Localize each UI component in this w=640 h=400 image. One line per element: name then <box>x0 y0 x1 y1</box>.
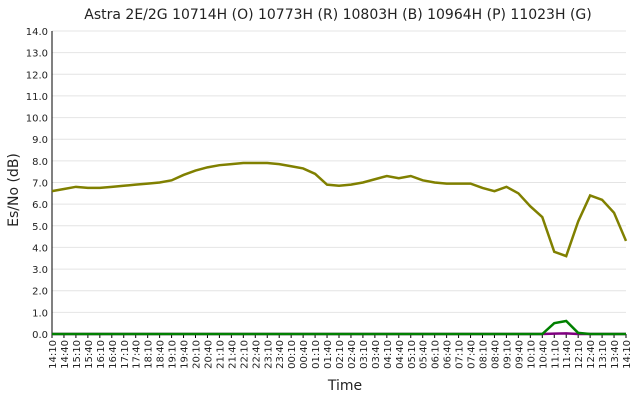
x-tick-label: 17:10 <box>120 340 131 369</box>
y-tick-label: 11.0 <box>26 92 48 103</box>
y-tick-label: 10.0 <box>26 114 48 125</box>
x-tick-label: 00:40 <box>299 340 310 369</box>
x-tick-label: 13:10 <box>598 340 609 369</box>
x-tick-label: 14:10 <box>622 340 633 369</box>
x-tick-label: 08:10 <box>479 340 490 369</box>
x-tick-label: 16:10 <box>96 340 107 369</box>
y-tick-label: 13.0 <box>26 49 48 60</box>
x-tick-label: 02:40 <box>347 340 358 369</box>
x-tick-label: 15:10 <box>72 340 83 369</box>
x-tick-label: 09:10 <box>502 340 513 369</box>
x-tick-label: 03:40 <box>371 340 382 369</box>
x-tick-label: 06:40 <box>443 340 454 369</box>
series-line <box>52 319 626 336</box>
x-tick-label: 23:40 <box>275 340 286 369</box>
y-tick-label: 12.0 <box>26 70 48 81</box>
x-tick-label: 17:40 <box>132 340 143 369</box>
y-tick-label: 8.0 <box>32 157 48 168</box>
x-tick-label: 10:10 <box>526 340 537 369</box>
x-tick-label: 18:40 <box>156 340 167 369</box>
x-tick-label: 20:40 <box>203 340 214 369</box>
y-tick-label: 0.0 <box>32 330 48 341</box>
x-tick-label: 05:40 <box>419 340 430 369</box>
x-tick-label: 15:40 <box>84 340 95 369</box>
chart-title: Astra 2E/2G 10714H (O) 10773H (R) 10803H… <box>84 7 591 23</box>
x-tick-label: 19:10 <box>168 340 179 369</box>
x-tick-label: 05:10 <box>407 340 418 369</box>
x-tick-label: 21:40 <box>227 340 238 369</box>
x-tick-label: 14:40 <box>60 340 71 369</box>
x-tick-label: 00:10 <box>287 340 298 369</box>
x-tick-label: 23:10 <box>263 340 274 369</box>
x-tick-label: 11:10 <box>550 340 561 369</box>
x-tick-label: 22:10 <box>239 340 250 369</box>
x-tick-label: 19:40 <box>180 340 191 369</box>
y-tick-label: 7.0 <box>32 179 48 190</box>
x-tick-label: 16:40 <box>108 340 119 369</box>
y-tick-label: 6.0 <box>32 200 48 211</box>
y-tick-label: 3.0 <box>32 265 48 276</box>
x-tick-label: 21:10 <box>215 340 226 369</box>
x-tick-label: 14:10 <box>48 340 59 369</box>
x-tick-label: 13:40 <box>610 340 621 369</box>
y-tick-label: 1.0 <box>32 308 48 319</box>
x-axis-label: Time <box>327 378 362 394</box>
x-tick-label: 04:40 <box>395 340 406 369</box>
y-tick-label: 9.0 <box>32 135 48 146</box>
x-tick-label: 08:40 <box>490 340 501 369</box>
y-tick-label: 14.0 <box>26 27 48 38</box>
x-tick-label: 11:40 <box>562 340 573 369</box>
y-axis-label: Es/No (dB) <box>6 153 22 227</box>
y-tick-label: 2.0 <box>32 287 48 298</box>
x-tick-label: 04:10 <box>383 340 394 369</box>
x-tick-label: 18:10 <box>144 340 155 369</box>
x-tick-label: 02:10 <box>335 340 346 369</box>
y-tick-label: 5.0 <box>32 222 48 233</box>
x-tick-label: 20:10 <box>192 340 203 369</box>
x-tick-label: 01:40 <box>323 340 334 369</box>
y-tick-label: 4.0 <box>32 243 48 254</box>
x-tick-label: 07:10 <box>455 340 466 369</box>
x-tick-label: 10:40 <box>538 340 549 369</box>
x-tick-label: 06:10 <box>431 340 442 369</box>
x-tick-label: 12:10 <box>574 340 585 369</box>
x-tick-label: 03:10 <box>359 340 370 369</box>
x-tick-label: 12:40 <box>586 340 597 369</box>
series-line <box>51 161 628 258</box>
x-tick-label: 09:40 <box>514 340 525 369</box>
x-tick-label: 01:10 <box>311 340 322 369</box>
x-tick-label: 07:40 <box>467 340 478 369</box>
x-tick-label: 22:40 <box>251 340 262 369</box>
